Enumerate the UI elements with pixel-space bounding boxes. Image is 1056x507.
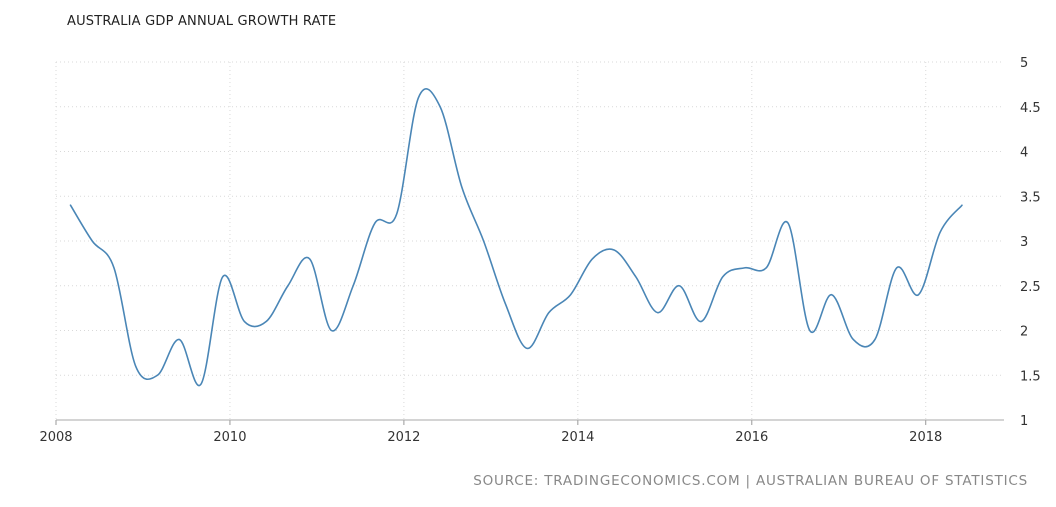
series-line — [69, 88, 963, 387]
y-tick-label: 1 — [1020, 414, 1028, 429]
x-tick-label: 2016 — [735, 430, 768, 445]
x-tick-labels: 2008 2010 2012 2014 2016 2018 — [39, 430, 942, 445]
y-tick-label: 3 — [1020, 235, 1028, 250]
source-note: SOURCE: TRADINGECONOMICS.COM | AUSTRALIA… — [473, 473, 1028, 489]
y-tick-label: 4.5 — [1020, 101, 1041, 116]
y-tick-label: 3.5 — [1020, 190, 1041, 205]
y-tick-label: 4 — [1020, 146, 1028, 161]
x-tick-label: 2010 — [213, 430, 246, 445]
x-tick-label: 2018 — [909, 430, 942, 445]
grid-lines — [55, 61, 1004, 420]
y-tick-label: 5 — [1020, 56, 1028, 71]
chart-title: AUSTRALIA GDP ANNUAL GROWTH RATE — [67, 14, 337, 29]
y-tick-labels: 1 1.5 2 2.5 3 3.5 4 4.5 5 — [1020, 56, 1041, 429]
x-tick-label: 2008 — [39, 430, 72, 445]
series-layer — [69, 88, 963, 387]
y-tick-label: 1.5 — [1020, 369, 1041, 384]
y-tick-label: 2.5 — [1020, 280, 1041, 295]
axis — [55, 419, 1004, 425]
x-tick-label: 2012 — [387, 430, 420, 445]
x-tick-label: 2014 — [561, 430, 594, 445]
y-tick-label: 2 — [1020, 325, 1028, 340]
